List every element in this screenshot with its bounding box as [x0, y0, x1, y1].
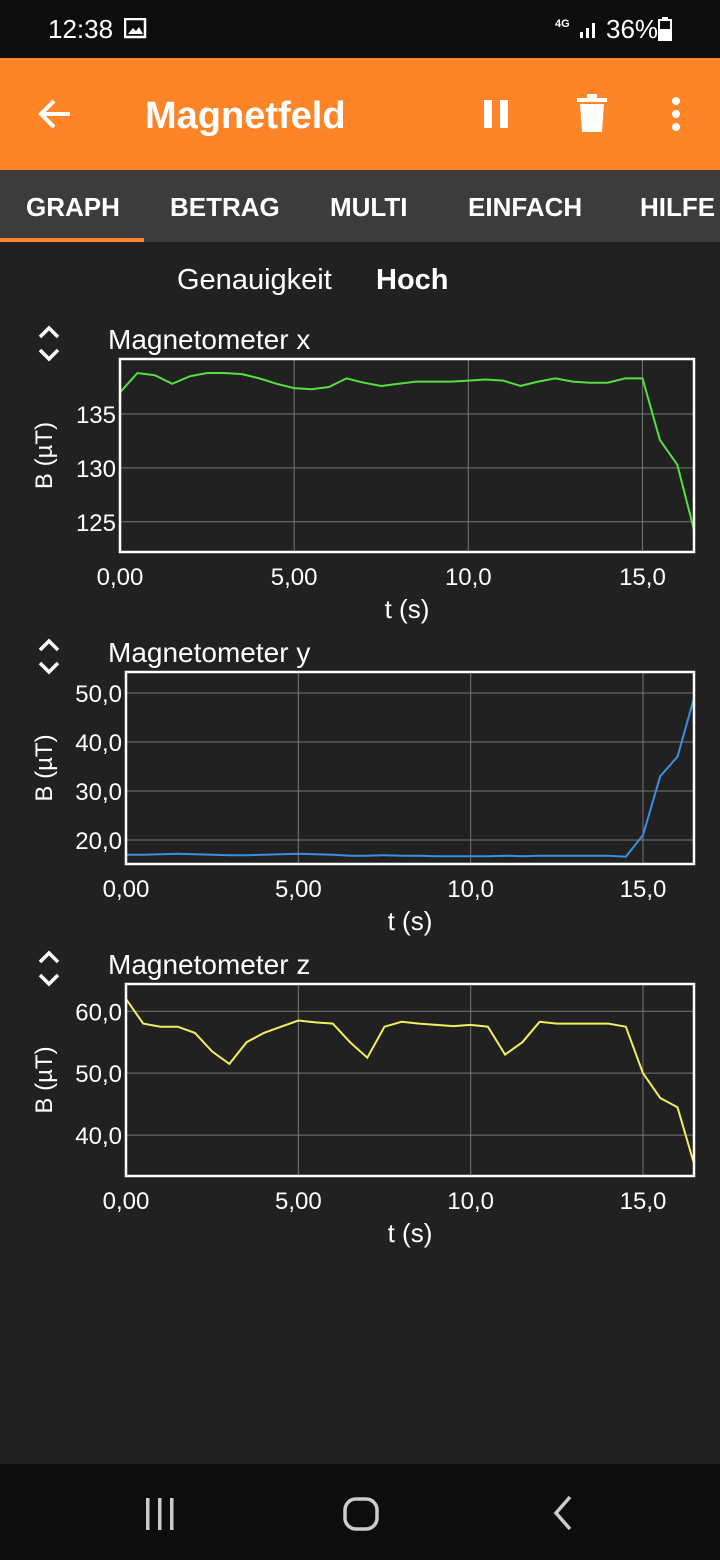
delete-button[interactable]	[574, 94, 610, 134]
plot-frame	[124, 670, 696, 866]
battery-icon	[658, 17, 672, 41]
chart-title: Magnetometer z	[108, 949, 310, 980]
collapse-icon[interactable]	[38, 950, 60, 987]
back-button[interactable]	[36, 96, 76, 132]
y-tick-label: 20,0	[75, 828, 122, 855]
y-tick-label: 130	[76, 456, 116, 483]
x-tick-label: 10,0	[445, 564, 492, 591]
tab[interactable]: GRAPH	[26, 192, 120, 222]
data-line	[126, 998, 694, 1167]
tab-bar: GRAPH BETRAG MULTI EINFACH HILFE	[0, 170, 720, 242]
tab[interactable]: MULTI	[330, 192, 408, 222]
home-button[interactable]	[342, 1496, 382, 1532]
data-line	[120, 371, 694, 533]
plot-frame	[118, 357, 696, 554]
y-axis-label: B (µT)	[31, 734, 58, 801]
x-tick-label: 0,00	[103, 876, 150, 903]
recents-button[interactable]	[140, 1496, 180, 1532]
x-tick-label: 5,00	[275, 876, 322, 903]
data-line	[126, 695, 694, 858]
menu-button[interactable]	[664, 96, 688, 132]
x-tick-label: 5,00	[275, 1188, 322, 1215]
y-tick-label: 135	[76, 402, 116, 429]
charts: Magnetometer x 0,00 5,00 10,0 15,0 125 130 135 t…	[31, 324, 696, 1248]
accuracy-value[interactable]: Hoch	[376, 264, 449, 296]
x-axis-label: t (s)	[388, 1218, 433, 1248]
tab[interactable]: HILFE	[640, 192, 716, 222]
y-tick-label: 60,0	[75, 999, 122, 1026]
x-tick-label: 15,0	[620, 876, 667, 903]
tab[interactable]: BETRAG	[170, 192, 280, 222]
app-bar: Magnetfeld	[0, 58, 720, 170]
y-axis-label: B (µT)	[31, 1046, 58, 1113]
y-tick-label: 40,0	[75, 1123, 122, 1150]
x-tick-label: 0,00	[103, 1188, 150, 1215]
app-title: Magnetfeld	[145, 95, 346, 137]
x-tick-label: 15,0	[619, 564, 666, 591]
y-tick-label: 50,0	[75, 681, 122, 708]
y-axis-label: B (µT)	[31, 422, 58, 489]
x-tick-label: 10,0	[447, 876, 494, 903]
pause-button[interactable]	[480, 98, 512, 130]
x-tick-label: 15,0	[620, 1188, 667, 1215]
x-tick-label: 10,0	[447, 1188, 494, 1215]
navigation-bar	[0, 1464, 720, 1560]
collapse-icon[interactable]	[38, 325, 60, 362]
y-tick-label: 50,0	[75, 1061, 122, 1088]
y-tick-label: 125	[76, 510, 116, 537]
collapse-icon[interactable]	[38, 638, 60, 675]
plot-frame	[124, 982, 696, 1178]
battery-level: 36%	[606, 14, 659, 44]
y-tick-label: 40,0	[75, 730, 122, 757]
tab-indicator	[0, 238, 144, 242]
status-bar: 12:38 4G 36%	[0, 0, 720, 58]
tab[interactable]: EINFACH	[468, 192, 583, 222]
x-tick-label: 0,00	[97, 564, 144, 591]
chart-title: Magnetometer x	[108, 324, 310, 355]
network: 4G	[555, 18, 570, 30]
clock: 12:38	[48, 14, 114, 44]
x-tick-label: 5,00	[271, 564, 318, 591]
accuracy-label: Genauigkeit	[177, 264, 332, 296]
signal-icon	[580, 23, 595, 38]
y-tick-label: 30,0	[75, 779, 122, 806]
x-axis-label: t (s)	[385, 594, 430, 624]
back-nav-button[interactable]	[548, 1494, 578, 1534]
chart-title: Magnetometer y	[108, 637, 310, 668]
image-icon	[124, 18, 147, 39]
x-axis-label: t (s)	[388, 906, 433, 936]
